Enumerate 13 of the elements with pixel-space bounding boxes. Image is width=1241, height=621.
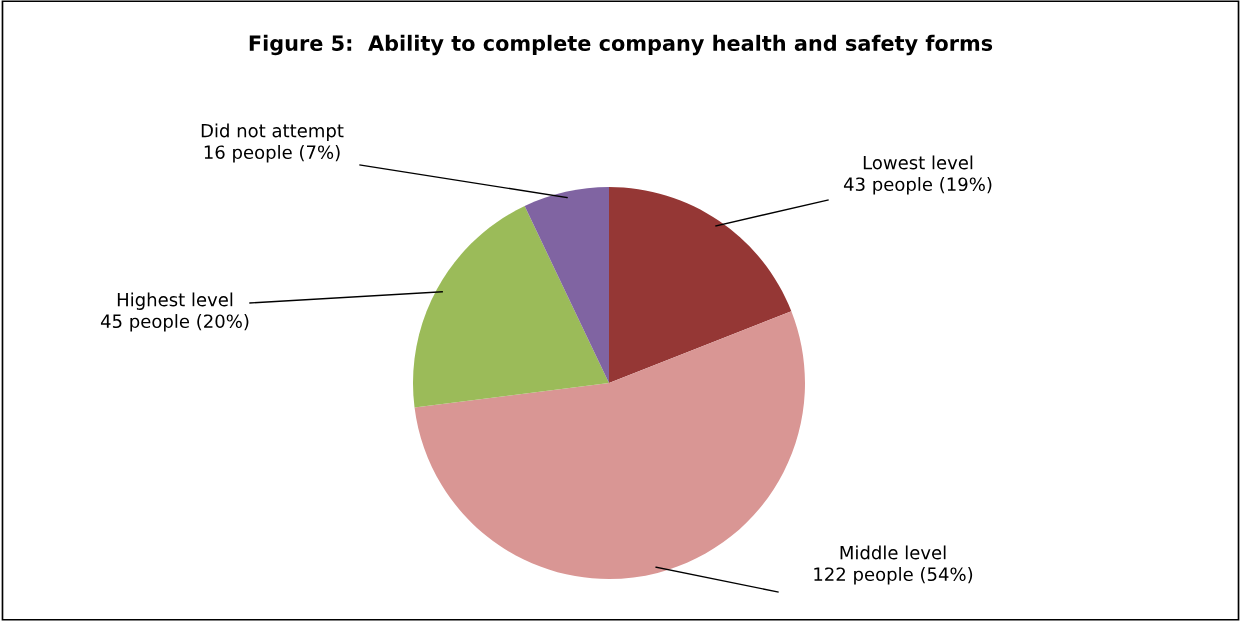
data-label: 16 people (7%) — [204, 145, 340, 163]
slice-label: Highest level — [117, 292, 233, 310]
slice-label: Middle level — [840, 545, 946, 560]
pie-slice — [524, 187, 609, 383]
pie-slice — [413, 206, 609, 408]
chart-title: Figure 5: Ability to complete company health and safety forms — [249, 34, 993, 56]
pie-slice — [414, 311, 805, 579]
slice-label: Lowest level — [863, 155, 973, 170]
data-label: 122 people (54%) — [814, 567, 973, 585]
data-label: 43 people (19%) — [843, 177, 992, 195]
pie-slice — [609, 187, 792, 383]
slice-label: Did not attempt — [201, 123, 344, 141]
data-label: 45 people (20%) — [100, 314, 249, 332]
